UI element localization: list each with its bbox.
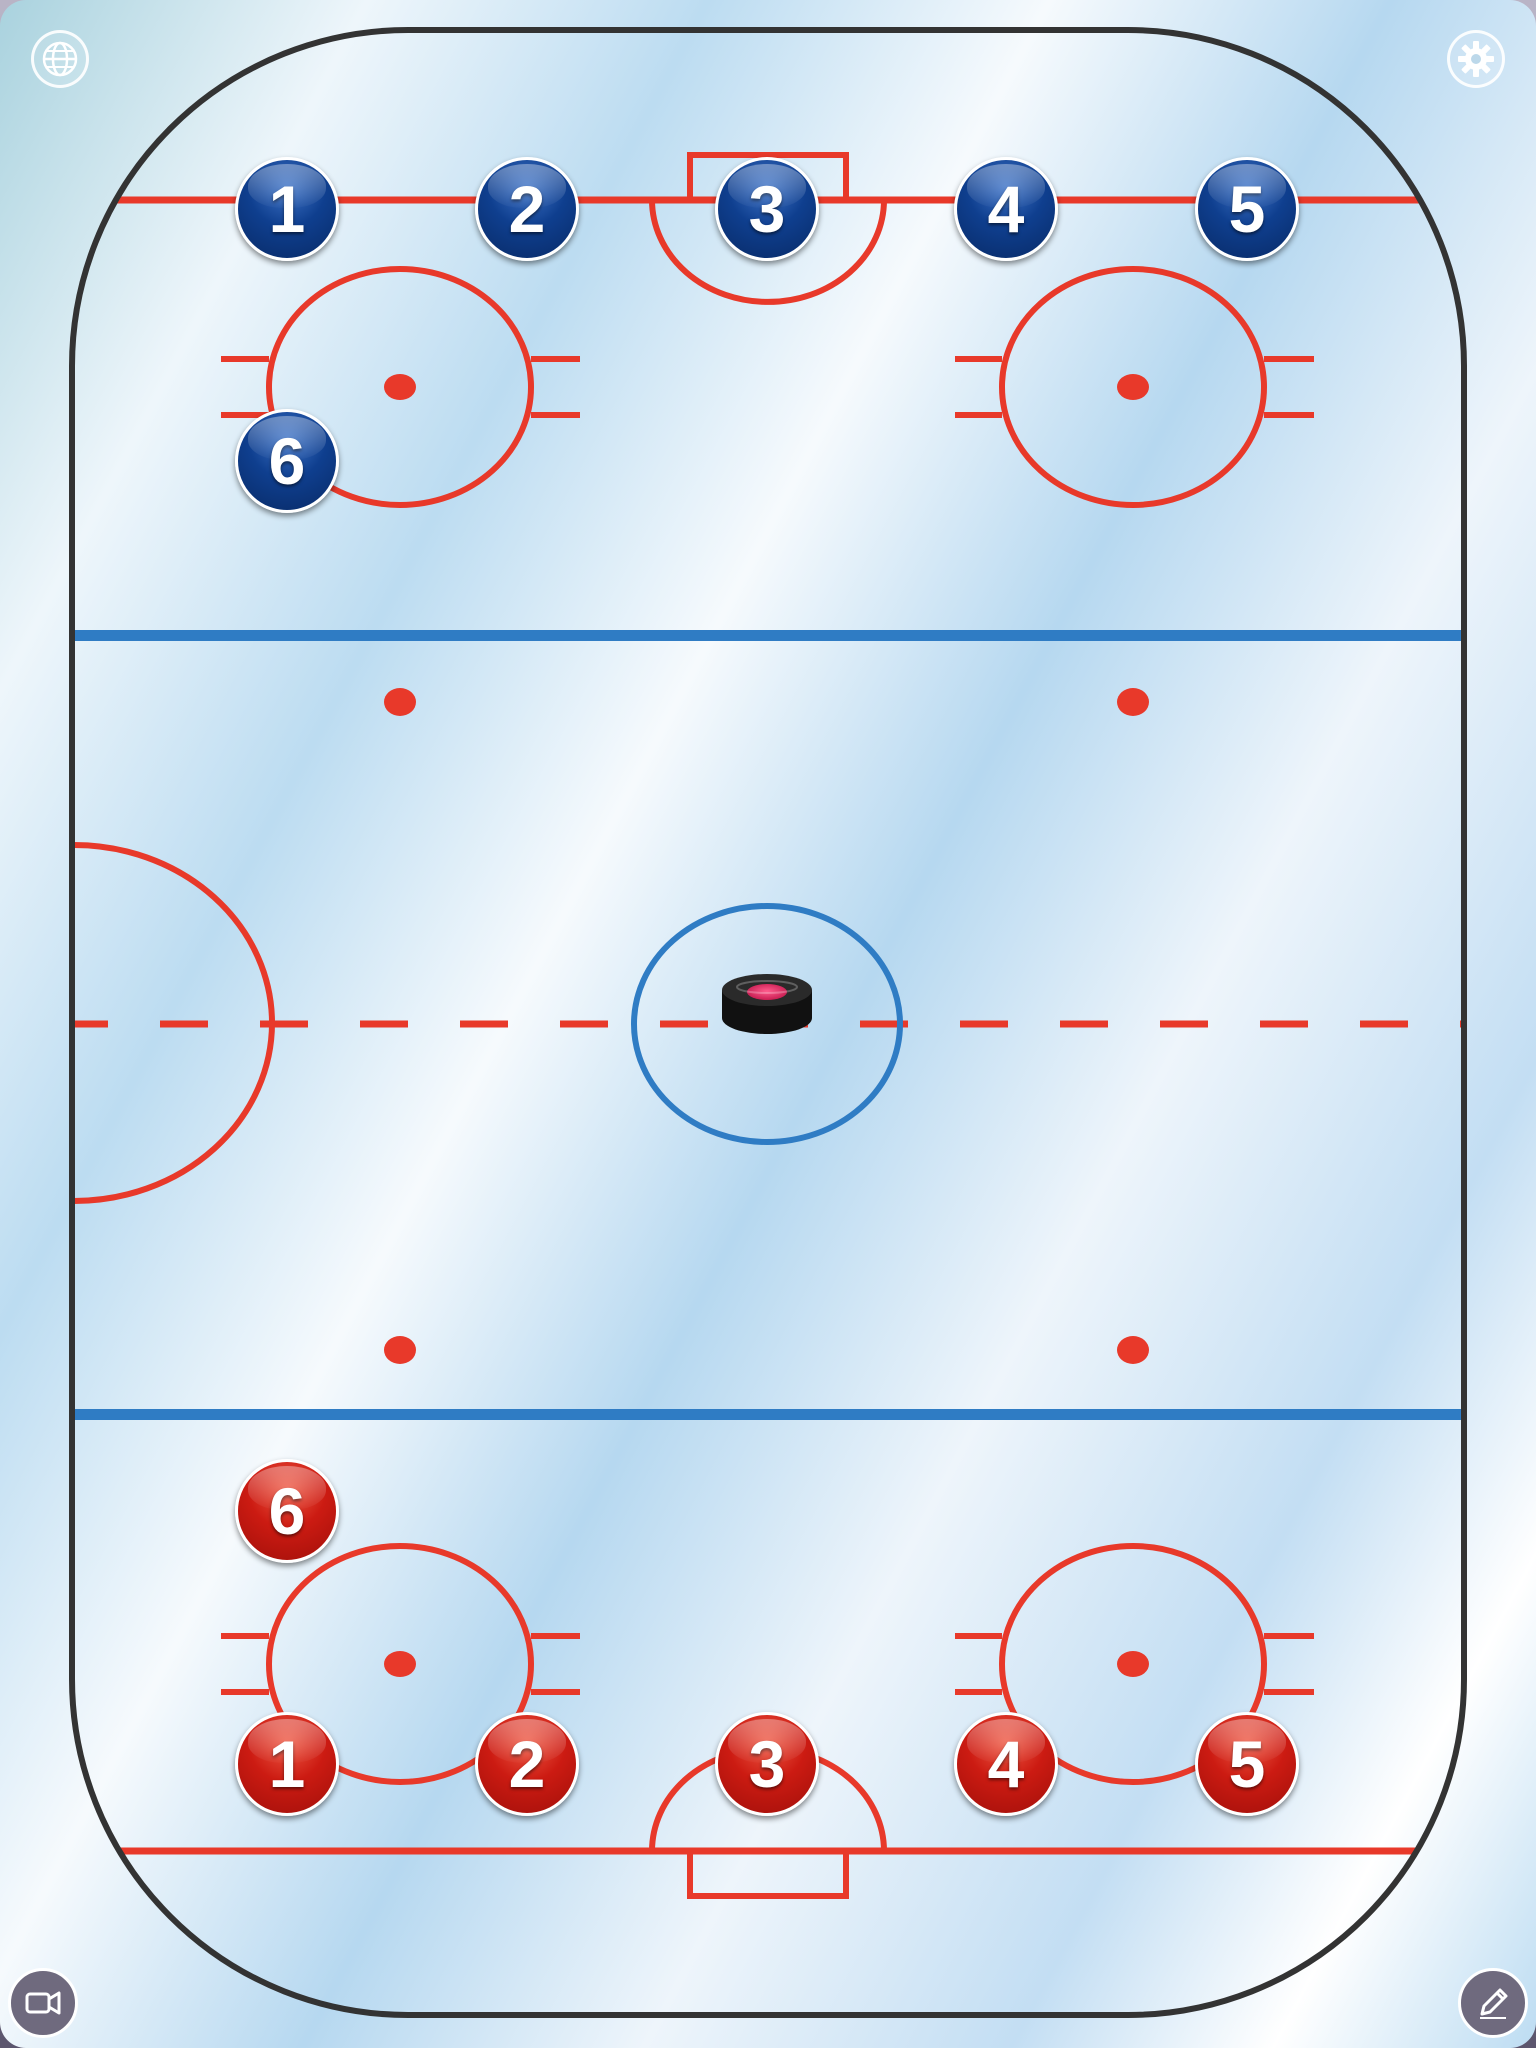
faceoff-circle-top-right (955, 266, 1314, 508)
blue-player-6[interactable]: 6 (235, 409, 339, 513)
blue-player-2[interactable]: 2 (475, 157, 579, 261)
neutral-dot-top-right (1117, 688, 1149, 716)
faceoff-circle-top-left (221, 266, 580, 508)
center-faceoff-circle (631, 903, 903, 1145)
bottom-goal-net (687, 1851, 849, 1899)
neutral-dot-top-left (384, 688, 416, 716)
side-faceoff-arc (72, 842, 275, 1204)
red-player-6[interactable]: 6 (235, 1459, 339, 1563)
gear-icon (1458, 41, 1494, 77)
red-player-1[interactable]: 1 (235, 1712, 339, 1816)
red-player-4[interactable]: 4 (954, 1712, 1058, 1816)
blue-player-4[interactable]: 4 (954, 157, 1058, 261)
pencil-icon (1480, 1988, 1508, 2019)
top-goal-net (687, 152, 849, 200)
settings-button[interactable] (1447, 30, 1505, 88)
bottom-blue-line (72, 1409, 1464, 1420)
blue-player-5[interactable]: 5 (1195, 157, 1299, 261)
draw-button[interactable] (1458, 1968, 1528, 2038)
neutral-dot-bottom-left (384, 1336, 416, 1364)
hockey-puck-icon[interactable] (722, 974, 812, 1034)
neutral-dot-bottom-right (1117, 1336, 1149, 1364)
globe-icon (42, 41, 78, 77)
video-camera-icon (25, 1991, 61, 2015)
top-blue-line (72, 630, 1464, 641)
faceoff-circle-bottom-left (221, 1543, 580, 1785)
record-video-button[interactable] (8, 1968, 78, 2038)
rink-boards (69, 27, 1467, 2018)
red-player-2[interactable]: 2 (475, 1712, 579, 1816)
red-player-3[interactable]: 3 (715, 1712, 819, 1816)
top-goal-crease (649, 199, 887, 305)
faceoff-circle-bottom-right (955, 1543, 1314, 1785)
language-button[interactable] (31, 30, 89, 88)
blue-player-1[interactable]: 1 (235, 157, 339, 261)
blue-player-3[interactable]: 3 (715, 157, 819, 261)
red-player-5[interactable]: 5 (1195, 1712, 1299, 1816)
